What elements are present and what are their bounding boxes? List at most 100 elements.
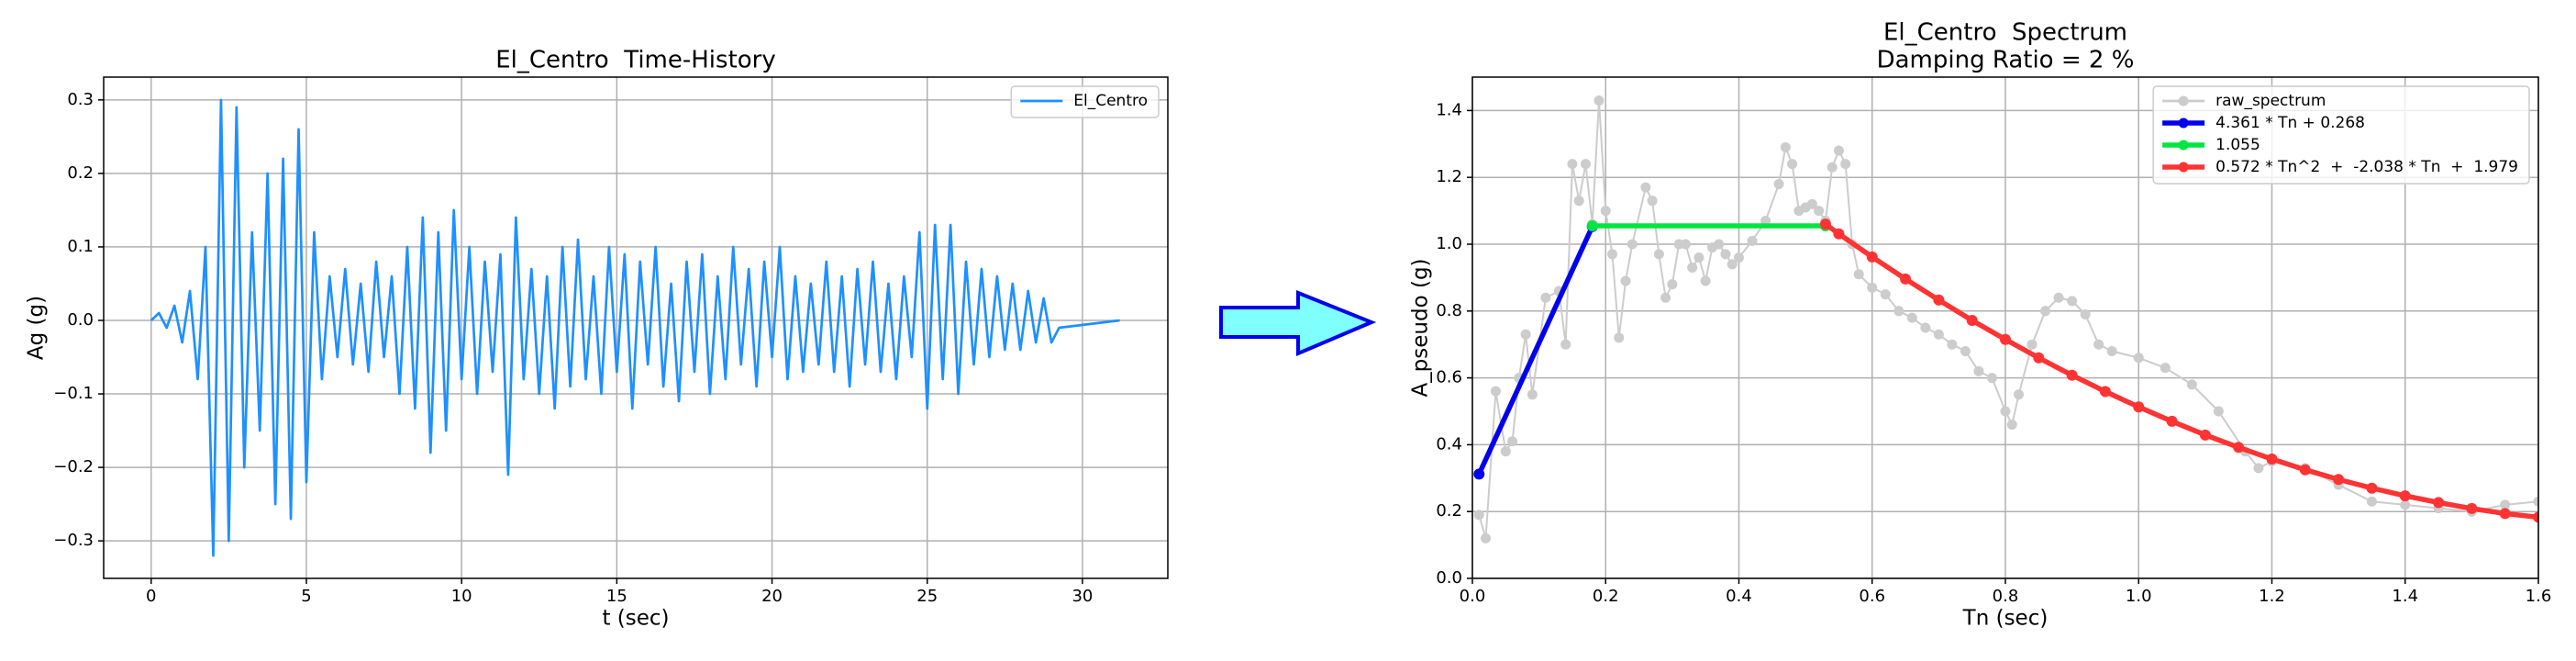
x-axis-label: t (sec) [602,607,669,631]
data-point [1473,468,1485,480]
data-point [1700,275,1711,286]
legend-label: raw_spectrum [2215,92,2326,110]
data-point [1490,386,1501,397]
legend-label: El_Centro [1073,92,1148,110]
data-point [1986,373,1997,384]
data-point [2399,490,2411,502]
data-point [2033,352,2045,364]
legend-label: 1.055 [2215,136,2260,154]
y-tick-label: 0.0 [67,310,94,330]
data-point [1833,228,1845,240]
x-tick-label: 1.6 [2526,587,2552,606]
data-point [1734,252,1744,263]
legend-label: 0.572 * Tn^2 + -2.038 * Tn + 1.979 [2215,158,2518,176]
data-point [1640,182,1651,193]
data-point [1906,312,1917,323]
data-point [2106,345,2117,356]
x-tick-label: 0.8 [1993,587,2019,606]
data-point [2433,497,2445,509]
series-line [150,98,1120,557]
series-line [1824,221,2538,521]
data-point [2133,401,2145,413]
data-point [1787,159,1798,170]
x-tick-label: 5 [301,587,311,606]
data-point [1540,292,1551,303]
data-point [2099,386,2111,398]
data-point [1507,436,1518,447]
legend-label: 4.361 * Tn + 0.268 [2215,114,2365,132]
data-point [1960,345,1971,356]
data-point [1593,95,1604,106]
y-axis-label: A_pseudo (g) [1409,258,1433,397]
data-point [1481,532,1492,543]
data-point [2366,496,2377,507]
x-tick-label: 1.2 [2259,587,2285,606]
data-point [1747,235,1758,246]
data-point [2006,420,2017,431]
y-tick-label: −0.1 [53,384,94,403]
data-point [1653,249,1664,260]
data-point [1880,289,1891,300]
legend: El_Centro [1010,85,1160,118]
data-point [2400,499,2411,510]
y-tick-label: 0.1 [67,237,94,256]
legend-marker [2178,95,2189,106]
y-tick-label: 0.8 [1436,301,1462,320]
data-point [2199,429,2211,441]
data-point [2000,406,2011,417]
y-tick-label: 0.6 [1436,368,1462,387]
y-tick-label: 1.4 [1436,100,1462,119]
x-tick-label: 0.6 [1859,587,1885,606]
x-tick-label: 25 [916,587,938,606]
data-point [1573,196,1584,207]
data-point [1900,273,1912,285]
data-point [1840,159,1851,170]
data-point [1680,239,1691,250]
data-point [1893,306,1904,317]
data-point [1567,159,1578,170]
data-point [2014,389,2025,400]
data-point [1693,252,1704,263]
data-point [1833,145,1844,156]
data-point [1560,339,1571,350]
data-point [2253,463,2264,474]
y-tick-label: 1.2 [1436,167,1462,186]
data-point [1920,322,1931,333]
y-axis-label: Ag (g) [25,296,49,360]
axes-frame [1471,76,2539,579]
plot-area [1473,95,2538,543]
data-point [2000,333,2011,345]
data-point [1819,218,1831,230]
data-point [2040,306,2051,317]
data-point [2500,499,2511,510]
x-tick-label: 1.4 [2392,587,2418,606]
data-point [1714,239,1725,250]
chart-title: El_Centro Spectrum [1883,19,2127,47]
data-point [1866,251,1878,263]
y-tick-label: 0.2 [1436,501,1462,521]
data-point [1933,329,1944,340]
data-point [2133,353,2144,364]
x-tick-label: 0.0 [1460,587,1486,606]
data-point [1806,198,1817,209]
data-point [1687,262,1698,273]
data-point [2186,379,2197,390]
data-point [1814,206,1825,217]
data-point [1966,314,1978,326]
x-axis-label: Tn (sec) [1962,607,2049,631]
data-point [1607,249,1618,260]
data-point [1620,275,1631,286]
data-point [1600,206,1611,217]
chart-subtitle: Damping Ratio = 2 % [1877,47,2135,74]
data-point [1853,269,1864,280]
x-tick-label: 0.2 [1593,587,1619,606]
data-point [2080,308,2091,319]
data-point [1773,178,1784,189]
data-point [2499,508,2511,520]
data-point [2233,442,2245,454]
data-point [2213,406,2224,417]
data-point [2166,415,2178,427]
legend: raw_spectrum 4.361 * Tn + 0.268 1.055 0.572… [2152,85,2530,185]
legend-marker [2178,140,2189,151]
